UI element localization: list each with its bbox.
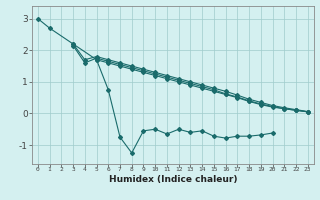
X-axis label: Humidex (Indice chaleur): Humidex (Indice chaleur)	[108, 175, 237, 184]
